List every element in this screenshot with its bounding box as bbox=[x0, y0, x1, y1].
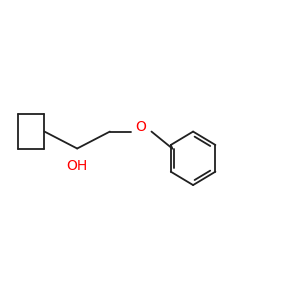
Text: O: O bbox=[136, 120, 146, 134]
Text: OH: OH bbox=[67, 159, 88, 173]
